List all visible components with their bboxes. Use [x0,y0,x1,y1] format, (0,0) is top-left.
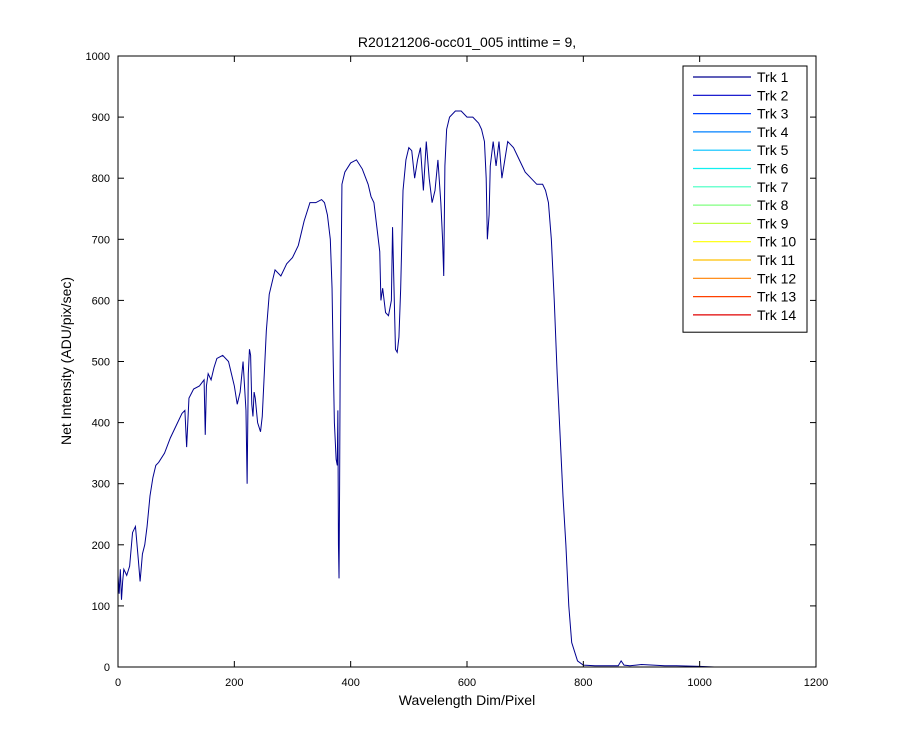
legend-label: Trk 12 [757,270,796,286]
legend-label: Trk 2 [757,87,789,103]
x-tick-label: 400 [341,677,359,689]
legend-label: Trk 9 [757,215,789,231]
legend-label: Trk 14 [757,307,796,323]
y-tick-label: 100 [92,601,110,613]
legend-label: Trk 13 [757,289,796,305]
y-tick-label: 200 [92,540,110,552]
y-tick-label: 500 [92,357,110,369]
y-tick-label: 600 [92,295,110,307]
y-tick-label: 400 [92,418,110,430]
x-axis: 0 200 400 600 800 1000 1200 [115,56,828,689]
chart-title: R20121206-occ01_005 inttime = 9, [358,34,576,50]
legend-box [682,65,808,333]
legend-label: Trk 8 [757,197,789,213]
x-tick-label: 600 [458,677,476,689]
legend-label: Trk 4 [757,124,789,140]
y-tick-label: 300 [92,479,110,491]
y-tick-label: 700 [92,234,110,246]
legend-label: Trk 11 [757,252,795,268]
legend-label: Trk 6 [757,161,789,177]
x-axis-label: Wavelength Dim/Pixel [399,692,535,708]
y-tick-label: 1000 [86,51,110,63]
y-tick-label: 800 [92,173,110,185]
x-tick-label: 1200 [804,677,828,689]
x-tick-label: 0 [115,677,121,689]
legend-label: Trk 7 [757,179,789,195]
y-tick-label: 0 [104,662,110,674]
legend-label: Trk 5 [757,142,789,158]
series-line-trk-1 [117,110,715,668]
legend-label: Trk 1 [757,69,789,85]
legend-label: Trk 10 [757,234,796,250]
x-tick-label: 200 [225,677,243,689]
y-axis: 0 100 200 300 400 500 600 700 800 900 1000 [86,51,816,674]
legend: Trk 1 Trk 2 Trk 3 Trk 4 Trk 5 Trk 6 Trk 7 Trk 8… [682,65,808,333]
legend-label: Trk 3 [757,106,789,122]
x-tick-label: 1000 [687,677,711,689]
y-tick-label: 900 [92,112,110,124]
x-tick-label: 800 [574,677,592,689]
y-axis-label: Net Intensity (ADU/pix/sec) [58,277,74,445]
